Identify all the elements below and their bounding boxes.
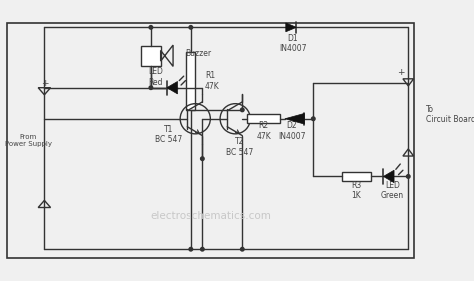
Text: T2
BC 547: T2 BC 547 [226,137,253,157]
Text: T1
BC 547: T1 BC 547 [155,125,182,144]
Text: LED
Green: LED Green [381,181,404,200]
Text: From
Power Supply: From Power Supply [5,134,52,148]
Circle shape [311,117,315,121]
Circle shape [189,26,192,29]
Circle shape [201,157,204,160]
Text: R1
47K: R1 47K [205,71,220,91]
Text: Buzzer: Buzzer [185,49,211,58]
Circle shape [240,248,244,251]
Bar [342,172,371,181]
Text: +: + [41,79,48,88]
Bar [141,46,161,65]
Circle shape [149,26,153,29]
Bar [247,114,281,123]
Polygon shape [285,114,304,124]
Text: electroschematics.com: electroschematics.com [150,211,271,221]
Polygon shape [167,81,177,94]
Polygon shape [286,23,296,32]
Bar [186,52,195,110]
Circle shape [407,175,410,178]
Circle shape [240,108,244,112]
Text: To
Circuit Board: To Circuit Board [426,105,474,124]
Polygon shape [383,170,394,183]
Text: +: + [397,68,405,77]
Text: R2
47K: R2 47K [256,121,271,141]
Circle shape [189,248,192,251]
Text: D2
IN4007: D2 IN4007 [278,121,306,141]
Circle shape [201,248,204,251]
Text: LED
Red: LED Red [148,67,163,87]
Text: R3
1K: R3 1K [351,181,362,200]
Text: D1
IN4007: D1 IN4007 [279,34,307,53]
Circle shape [149,86,153,89]
